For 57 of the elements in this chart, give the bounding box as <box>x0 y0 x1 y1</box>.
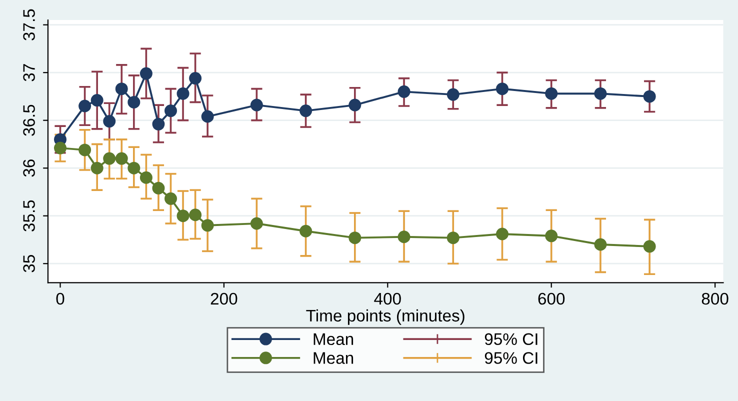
point <box>643 90 656 103</box>
point <box>189 72 202 85</box>
y-tick-label: 37 <box>23 64 35 82</box>
point <box>128 162 140 174</box>
legend-label: 95% CI <box>484 333 538 346</box>
point <box>446 88 460 101</box>
y-tick-label: 37.5 <box>23 9 35 40</box>
point <box>103 152 116 165</box>
point <box>176 87 190 100</box>
point <box>115 82 128 96</box>
point <box>54 142 66 154</box>
point <box>201 219 214 232</box>
point <box>90 162 104 174</box>
y-tick-label: 36 <box>23 160 35 177</box>
point <box>152 118 165 130</box>
point <box>594 238 607 251</box>
point <box>176 210 190 222</box>
x-tick-label: 200 <box>210 292 238 305</box>
x-tick-label: 800 <box>702 292 728 305</box>
y-tick-label: 35 <box>23 255 35 272</box>
point <box>545 230 558 242</box>
point <box>164 192 177 205</box>
point <box>78 100 92 112</box>
point <box>152 182 165 194</box>
point <box>250 217 263 230</box>
point <box>90 94 104 107</box>
point <box>594 87 607 100</box>
x-tick-label: 400 <box>374 292 401 305</box>
point <box>300 104 312 118</box>
legend-label: Mean <box>314 352 354 364</box>
x-axis-title: Time points (minutes) <box>306 309 464 325</box>
point <box>398 85 410 98</box>
point <box>496 228 508 240</box>
point <box>201 110 214 123</box>
point <box>128 96 140 108</box>
point <box>115 152 128 165</box>
legend-label: 95% CI <box>484 352 538 364</box>
point <box>348 232 362 244</box>
x-tick-label: 0 <box>56 292 64 305</box>
point <box>189 208 202 222</box>
point <box>643 240 656 253</box>
point <box>545 87 558 100</box>
y-tick-label: 36.5 <box>23 104 35 136</box>
point <box>250 98 263 112</box>
point <box>398 230 410 244</box>
point <box>446 232 460 244</box>
point <box>140 171 152 184</box>
point <box>300 224 312 238</box>
point <box>164 104 177 118</box>
point <box>140 67 152 80</box>
point <box>103 115 116 128</box>
legend-label: Mean <box>314 333 354 346</box>
x-tick-label: 600 <box>538 292 565 305</box>
point <box>496 82 508 96</box>
point <box>78 144 92 156</box>
point <box>348 98 362 112</box>
y-tick-label: 35.5 <box>23 200 35 232</box>
